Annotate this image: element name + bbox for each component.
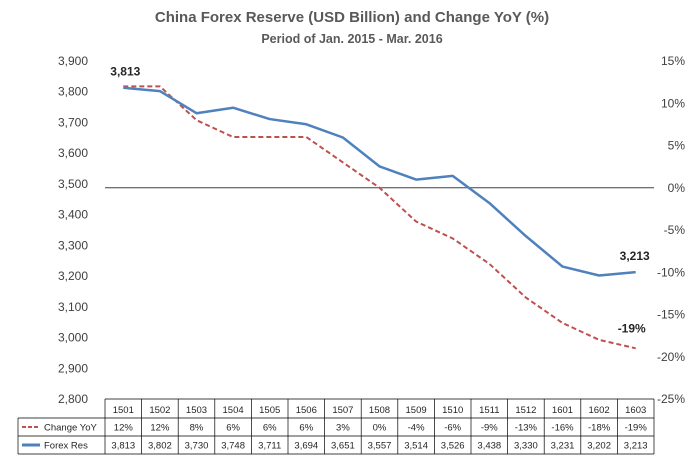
category-label: 1601 — [552, 405, 573, 416]
forex-res-table-cell: 3,711 — [258, 441, 281, 452]
change-yoy-table-cell: -9% — [481, 423, 498, 434]
right-tick-label: 0% — [668, 181, 686, 195]
forex-res-table-cell: 3,651 — [331, 441, 355, 452]
chart-subtitle: Period of Jan. 2015 - Mar. 2016 — [261, 32, 442, 46]
forex-res-table-cell: 3,438 — [477, 441, 501, 452]
change-yoy-table-cell: -4% — [408, 423, 425, 434]
change-yoy-table-cell: 6% — [263, 423, 277, 434]
category-label: 1502 — [149, 405, 170, 416]
left-tick-label: 3,600 — [58, 146, 88, 160]
right-tick-label: 5% — [668, 139, 686, 153]
forex-res-table-cell: 3,557 — [368, 441, 392, 452]
category-label: 1507 — [332, 405, 353, 416]
change-yoy-table-cell: -18% — [588, 423, 611, 434]
forex-res-table-cell: 3,813 — [111, 441, 135, 452]
forex-res-table-cell: 3,730 — [185, 441, 209, 452]
forex-res-table-cell: 3,231 — [551, 441, 575, 452]
left-tick-label: 3,000 — [58, 331, 88, 345]
category-label: 1506 — [296, 405, 317, 416]
change-yoy-table-cell: 3% — [336, 423, 350, 434]
right-tick-label: -20% — [657, 350, 685, 364]
left-axis-ticks: 2,800 2,900 3,000 3,100 3,200 3,300 3,400 3,500… — [58, 54, 88, 406]
left-tick-label: 2,900 — [58, 361, 88, 375]
category-label: 1509 — [406, 405, 427, 416]
forex-res-table-cell: 3,694 — [294, 441, 318, 452]
right-tick-label: -5% — [664, 223, 686, 237]
chart-title: China Forex Reserve (USD Billion) and Ch… — [155, 9, 549, 26]
left-tick-label: 3,400 — [58, 208, 88, 222]
forex-res-table-cell: 3,330 — [514, 441, 538, 452]
left-tick-label: 3,700 — [58, 115, 88, 129]
forex-res-table-cell: 3,202 — [587, 441, 611, 452]
annotations: 3,813 3,213 -19% — [110, 65, 650, 336]
change-yoy-table-cell: 12% — [150, 423, 170, 434]
annotation-label: 3,213 — [620, 249, 650, 263]
data-table: 1501 1502 1503 1504 1505 1506 1507 1508 1509 1510… — [17, 398, 655, 455]
category-label: 1504 — [223, 405, 244, 416]
forex-res-table-cell: 3,526 — [441, 441, 465, 452]
change-yoy-table-cell: 8% — [190, 423, 204, 434]
change-yoy-table-cell: 12% — [114, 423, 134, 434]
forex-res-line — [123, 86, 636, 277]
left-tick-label: 3,300 — [58, 238, 88, 252]
category-label: 1508 — [369, 405, 390, 416]
category-label: 1501 — [113, 405, 134, 416]
forex-res-table-cell: 3,802 — [148, 441, 172, 452]
legend-label-forex-res: Forex Res — [44, 441, 88, 452]
change-yoy-table-cell: 6% — [226, 423, 240, 434]
annotation-label: 3,813 — [110, 65, 140, 79]
series-lines — [123, 85, 636, 350]
right-tick-label: 10% — [661, 96, 685, 110]
change-yoy-table-cell: 6% — [299, 423, 313, 434]
left-tick-label: 2,800 — [58, 392, 88, 406]
left-tick-label: 3,500 — [58, 177, 88, 191]
right-tick-label: -10% — [657, 265, 685, 279]
category-label: 1602 — [589, 405, 610, 416]
forex-res-table-cell: 3,748 — [221, 441, 245, 452]
left-tick-label: 3,100 — [58, 300, 88, 314]
right-tick-label: -25% — [657, 392, 685, 406]
left-tick-label: 3,200 — [58, 269, 88, 283]
change-yoy-line — [123, 85, 636, 350]
category-label: 1512 — [515, 405, 536, 416]
category-label: 1503 — [186, 405, 207, 416]
category-label: 1511 — [479, 405, 499, 416]
category-label: 1505 — [259, 405, 280, 416]
category-label: 1603 — [625, 405, 646, 416]
right-axis-ticks: -25% -20% -15% -10% -5% 0% 5% 10% 15% — [657, 54, 685, 406]
change-yoy-table-cell: -16% — [551, 423, 574, 434]
right-tick-label: -15% — [657, 308, 685, 322]
change-yoy-table-cell: -13% — [515, 423, 538, 434]
category-label: 1510 — [442, 405, 463, 416]
left-tick-label: 3,800 — [58, 85, 88, 99]
left-tick-label: 3,900 — [58, 54, 88, 68]
forex-res-table-cell: 3,213 — [624, 441, 648, 452]
forex-res-table-cell: 3,514 — [404, 441, 428, 452]
annotation-label: -19% — [618, 321, 646, 335]
change-yoy-table-cell: 0% — [373, 423, 387, 434]
change-yoy-table-cell: -19% — [625, 423, 648, 434]
right-tick-label: 15% — [661, 54, 685, 68]
change-yoy-table-cell: -6% — [444, 423, 461, 434]
legend-label-change-yoy: Change YoY — [44, 423, 97, 434]
